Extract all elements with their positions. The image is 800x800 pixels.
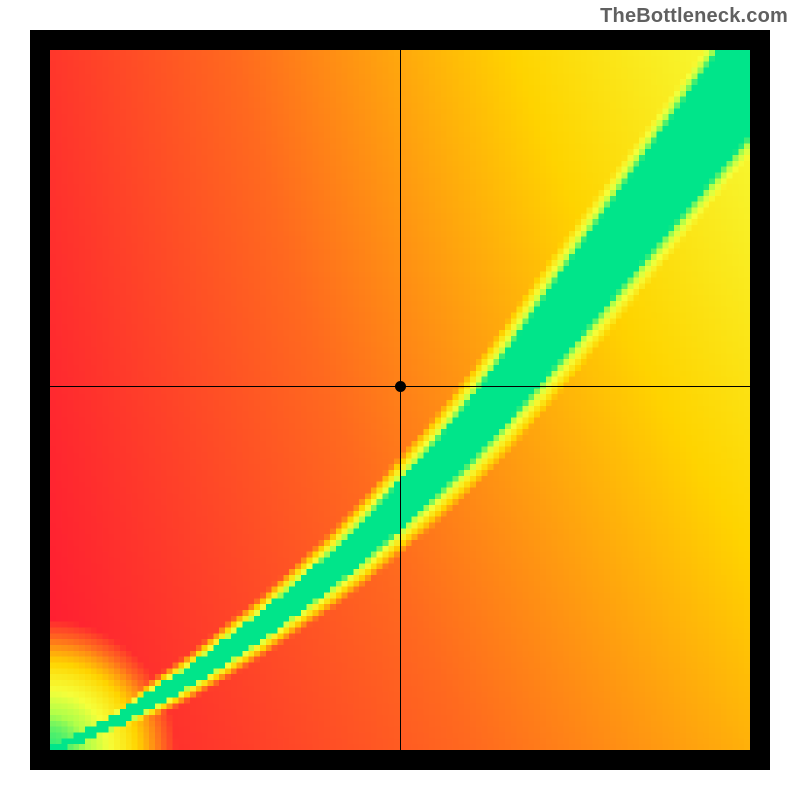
watermark-text: TheBottleneck.com — [600, 5, 788, 28]
crosshair-marker — [395, 381, 406, 392]
crosshair-vertical — [400, 50, 401, 750]
chart-stage: TheBottleneck.com — [0, 0, 800, 800]
